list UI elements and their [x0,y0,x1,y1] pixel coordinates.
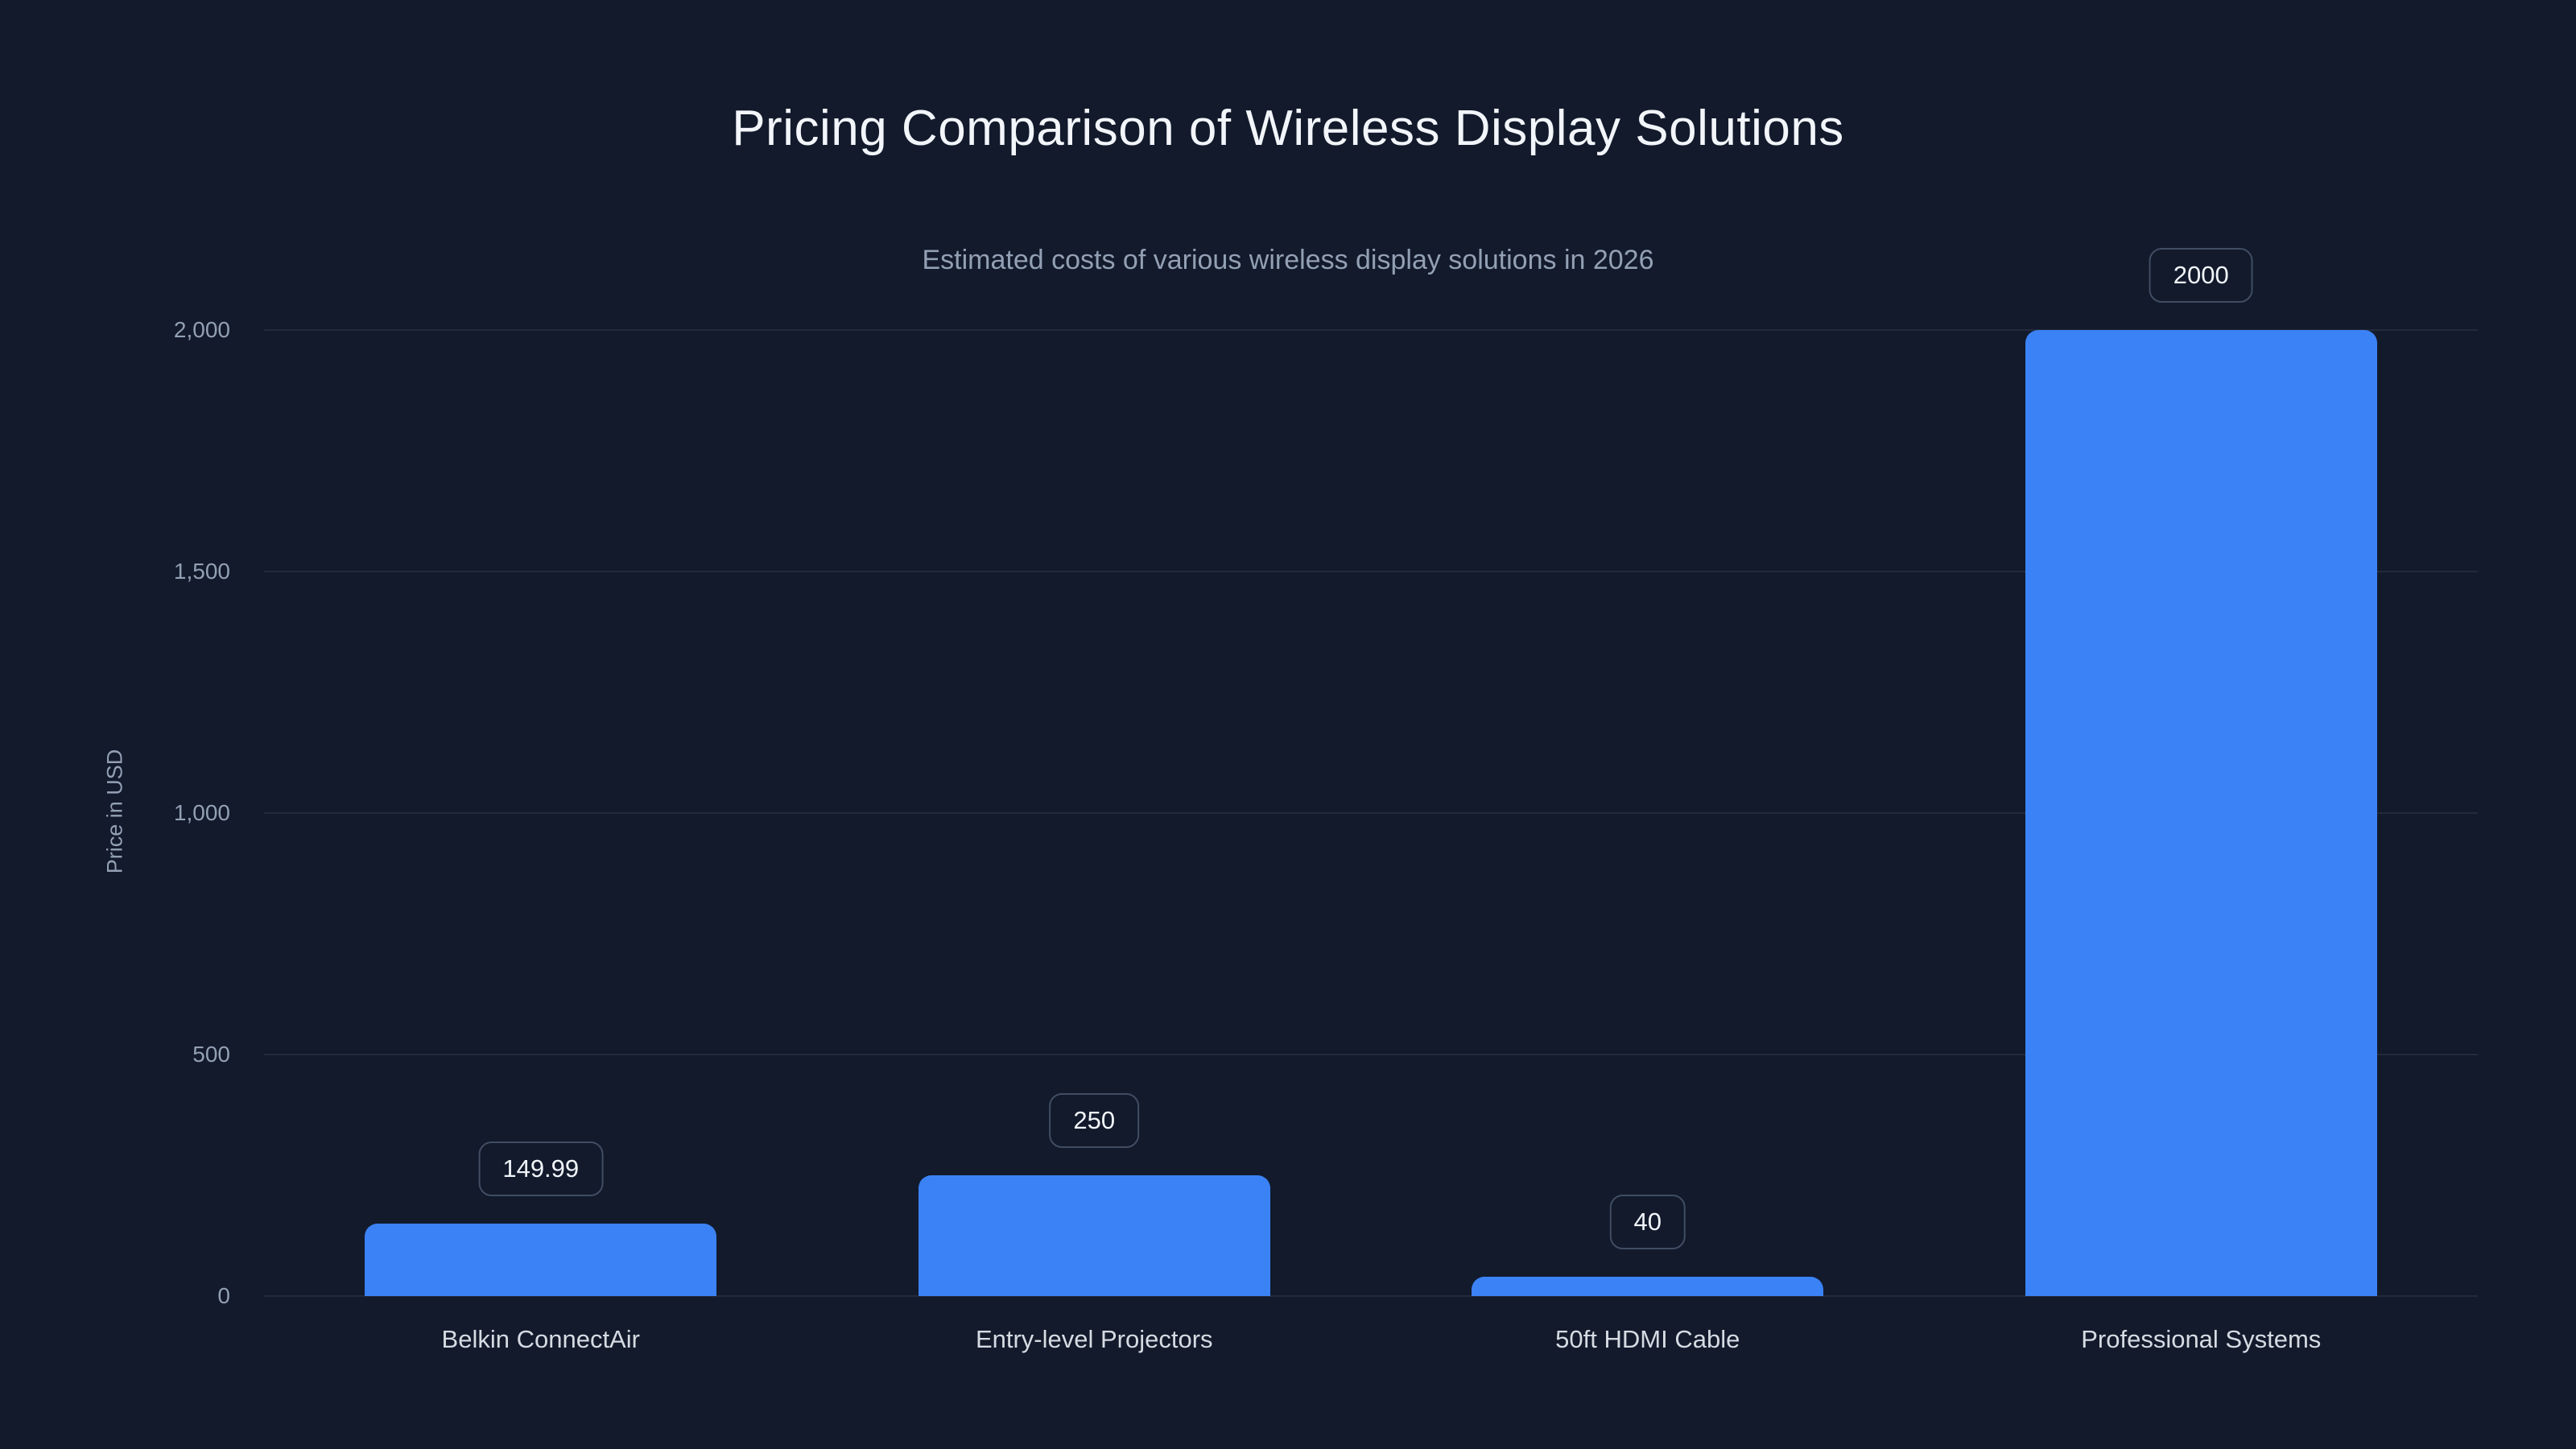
category-label: Entry-level Projectors [975,1325,1213,1353]
chart-title: Pricing Comparison of Wireless Display S… [732,101,1844,156]
y-tick-label: 1,500 [173,559,230,584]
category-label: Professional Systems [2081,1325,2322,1353]
bar [918,1175,1270,1296]
y-tick-label: 2,000 [173,317,230,342]
y-tick-label: 500 [192,1042,230,1067]
value-badge: 149.99 [478,1141,604,1197]
gridline [264,329,2478,331]
y-axis-label: Price in USD [102,749,127,874]
gridline [264,1054,2478,1055]
y-tick-label: 1,000 [173,800,230,825]
gridline [264,1295,2478,1297]
value-badge: 2000 [2149,248,2253,303]
bar [1472,1277,1824,1296]
chart-subtitle: Estimated costs of various wireless disp… [922,245,1654,275]
y-tick-label: 0 [217,1283,230,1308]
bar [365,1224,717,1296]
value-badge: 250 [1049,1093,1140,1148]
value-badge: 40 [1609,1195,1686,1249]
bar [2025,330,2377,1296]
category-label: Belkin ConnectAir [441,1325,640,1353]
gridline [264,812,2478,814]
category-label: 50ft HDMI Cable [1555,1325,1740,1353]
gridline [264,571,2478,572]
